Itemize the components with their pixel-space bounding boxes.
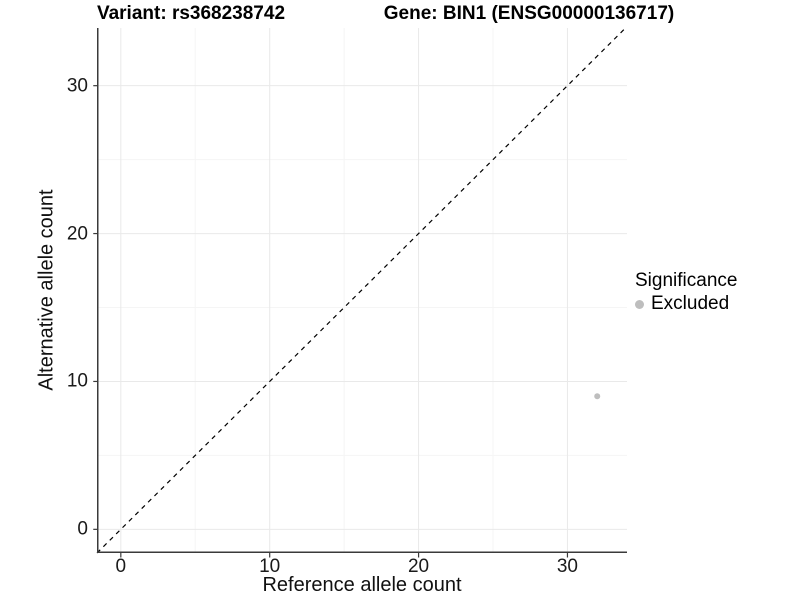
x-tick-label: 30	[556, 556, 579, 577]
y-axis-label: Alternative allele count	[35, 189, 58, 391]
legend-item-excluded: Excluded	[635, 293, 737, 315]
data-point	[594, 393, 601, 400]
legend-item-label: Excluded	[651, 293, 730, 314]
x-axis-label: Reference allele count	[262, 574, 462, 596]
identity-line	[96, 28, 626, 554]
y-tick-label: 10	[66, 370, 88, 392]
y-tick-label: 30	[66, 75, 88, 97]
x-tick-label: 20	[407, 556, 430, 577]
plot-panel	[93, 28, 627, 558]
x-tick-label: 0	[115, 556, 127, 577]
y-tick-label: 20	[66, 223, 88, 245]
y-tick-label: 0	[77, 518, 88, 540]
plot-title-gene: Gene: BIN1 (ENSG00000136717)	[383, 3, 675, 24]
plot-title-variant: Variant: rs368238742	[96, 3, 286, 24]
legend-title: Significance	[635, 270, 738, 291]
x-tick-label: 10	[259, 556, 281, 577]
excluded-point-icon	[635, 299, 644, 309]
legend: Significance Excluded	[635, 270, 737, 315]
